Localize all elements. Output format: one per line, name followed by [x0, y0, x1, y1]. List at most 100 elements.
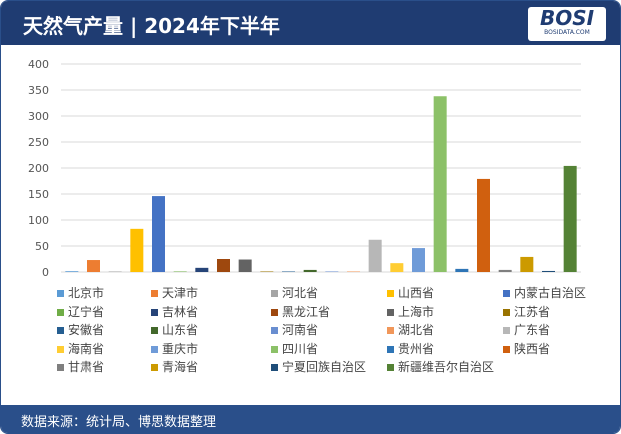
bar-宁夏回族自治区: [542, 270, 555, 272]
legend-label: 河北省: [282, 286, 319, 300]
legend-swatch: [151, 327, 158, 334]
y-tick-label: 150: [28, 188, 49, 201]
legend-item: 山西省: [387, 284, 434, 301]
legend-label: 河南省: [282, 323, 319, 337]
bar-贵州省: [455, 268, 469, 272]
bar-上海市: [238, 259, 252, 272]
bar-重庆市: [412, 248, 425, 272]
legend-item: 内蒙古自治区: [503, 284, 586, 301]
y-tick-label: 100: [28, 214, 49, 227]
legend-label: 重庆市: [162, 341, 199, 356]
legend-label: 新疆维吾尔自治区: [398, 360, 495, 374]
bar-天津市: [87, 260, 100, 272]
legend-swatch: [151, 308, 158, 316]
legend-label: 辽宁省: [68, 304, 105, 319]
legend-label: 吉林省: [162, 304, 199, 319]
legend-swatch: [271, 364, 278, 371]
legend-label: 黑龙江省: [282, 304, 331, 319]
legend-swatch: [151, 290, 158, 297]
legend-swatch: [151, 345, 158, 353]
legend-swatch: [503, 327, 510, 334]
bar-江苏省: [260, 271, 274, 272]
legend-label: 湖北省: [398, 323, 435, 337]
legend-item: 贵州省: [387, 340, 434, 357]
legend-swatch: [271, 345, 278, 353]
bar-新疆维吾尔自治区: [563, 165, 577, 272]
legend-swatch: [503, 308, 510, 316]
y-tick-label: 400: [28, 58, 49, 71]
legend-item: 北京市: [57, 284, 104, 301]
legend-swatch: [57, 327, 64, 334]
legend-swatch: [57, 290, 64, 297]
legend-item: 陕西省: [503, 340, 550, 357]
legend-item: 湖北省: [387, 321, 434, 338]
legend-label: 陕西省: [514, 341, 551, 356]
legend-item: 重庆市: [151, 340, 198, 357]
header: 天然气产量 | 2024年下半年 BOSI BOSIDATA.COM: [1, 1, 620, 45]
legend-label: 上海市: [398, 304, 435, 319]
legend-label: 甘肃省: [68, 360, 105, 374]
legend-label: 北京市: [68, 286, 105, 300]
legend-label: 山西省: [398, 286, 435, 300]
legend-swatch: [57, 364, 64, 371]
legend-label: 江苏省: [514, 304, 551, 319]
legend-item: 宁夏回族自治区: [271, 358, 366, 375]
legend-label: 海南省: [68, 341, 105, 356]
legend-item: 黑龙江省: [271, 303, 330, 320]
bar-安徽省: [282, 271, 295, 272]
legend-item: 甘肃省: [57, 358, 104, 375]
legend-item: 新疆维吾尔自治区: [387, 358, 494, 375]
bar-陕西省: [477, 178, 490, 272]
bar-湖北省: [347, 271, 360, 272]
bar-黑龙江省: [217, 259, 230, 272]
legend-item: 辽宁省: [57, 303, 104, 320]
y-tick-label: 350: [28, 84, 49, 97]
y-tick-label: 200: [28, 162, 49, 175]
legend-item: 青海省: [151, 358, 198, 375]
legend-item: 海南省: [57, 340, 104, 357]
legend-label: 山东省: [162, 323, 199, 337]
legend-label: 贵州省: [398, 341, 435, 356]
data-source: 数据来源：统计局、博思数据整理: [21, 415, 217, 430]
legend-label: 广东省: [514, 323, 551, 337]
y-tick-label: 50: [35, 240, 49, 253]
bar-北京市: [65, 271, 79, 272]
bar-内蒙古自治区: [152, 196, 165, 272]
bar-甘肃省: [498, 269, 512, 272]
y-tick-label: 250: [28, 136, 49, 149]
legend-swatch: [387, 364, 394, 371]
footer: 数据来源：统计局、博思数据整理: [1, 405, 620, 433]
legend-swatch: [271, 290, 278, 297]
y-tick-label: 300: [28, 110, 49, 123]
bar-辽宁省: [173, 271, 187, 272]
legend-item: 吉林省: [151, 303, 198, 320]
bar-chart: 0 50 100 150 200 250 300 350 400: [28, 58, 581, 279]
bar-河北省: [108, 271, 122, 272]
legend-swatch: [271, 308, 278, 316]
bar-海南省: [390, 263, 404, 272]
legend-item: 四川省: [271, 340, 318, 357]
legend-label: 四川省: [282, 341, 319, 356]
legend-item: 天津市: [151, 284, 198, 301]
bar-山西省: [130, 228, 144, 272]
legend-item: 河北省: [271, 284, 318, 301]
legend-swatch: [387, 327, 394, 334]
bar-青海省: [520, 256, 534, 272]
legend-item: 广东省: [503, 321, 550, 338]
legend-swatch: [387, 308, 394, 316]
bar-四川省: [433, 96, 447, 273]
legend-item: 安徽省: [57, 321, 104, 338]
legend-swatch: [151, 364, 158, 371]
chart-title: 天然气产量 | 2024年下半年: [23, 14, 280, 38]
legend-swatch: [503, 290, 510, 297]
legend-swatch: [387, 290, 394, 297]
legend-label: 安徽省: [68, 323, 105, 337]
legend-swatch: [57, 308, 64, 316]
legend-item: 山东省: [151, 321, 198, 338]
legend-item: 上海市: [387, 303, 434, 320]
bar-山东省: [303, 269, 317, 272]
bosi-logo: BOSI BOSIDATA.COM: [528, 7, 606, 41]
legend-item: 河南省: [271, 321, 318, 338]
legend-swatch: [387, 345, 394, 353]
